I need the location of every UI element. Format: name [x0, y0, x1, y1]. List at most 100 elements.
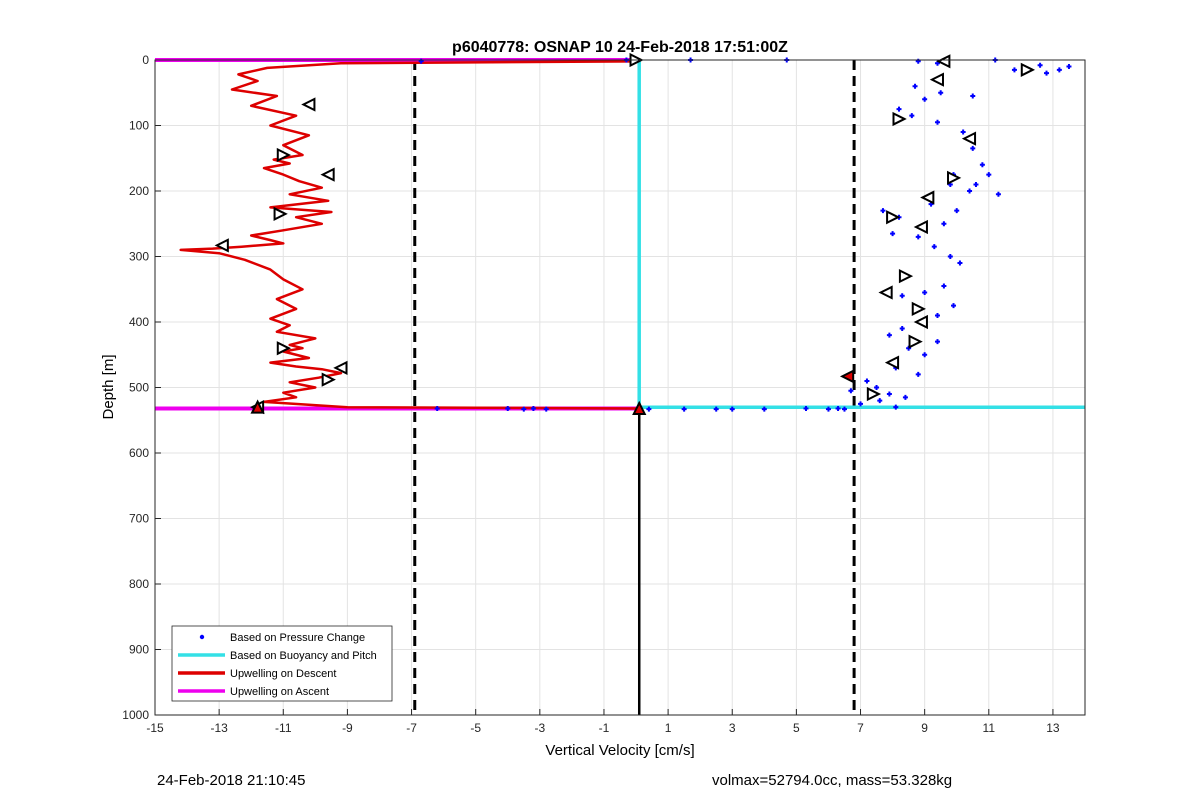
- red-marker: [250, 399, 265, 414]
- x-tick-label: 11: [983, 721, 996, 735]
- pressure-change-point: [938, 90, 944, 96]
- descent-marker: [273, 206, 288, 222]
- y-tick-label: 700: [129, 512, 149, 526]
- pressure-change-point: [970, 93, 976, 99]
- ascent-marker: [878, 285, 893, 300]
- y-tick-label: 200: [129, 184, 149, 198]
- ascent-marker: [929, 72, 944, 87]
- descent-marker: [321, 372, 336, 387]
- pressure-change-point: [530, 405, 536, 411]
- y-tick-label: 0: [142, 53, 149, 67]
- pressure-change-point: [941, 221, 947, 227]
- footer-volmax-mass: volmax=52794.0cc, mass=53.328kg: [712, 772, 953, 789]
- pressure-change-point: [960, 129, 966, 135]
- pressure-change-point: [896, 106, 902, 112]
- pressure-change-point: [954, 208, 960, 214]
- legend: Based on Pressure Change Based on Buoyanc…: [171, 625, 393, 702]
- pressure-change-point: [902, 394, 908, 400]
- x-tick-label: 1: [665, 721, 672, 735]
- pressure-change-point: [973, 181, 979, 187]
- x-tick-label: -7: [406, 721, 417, 735]
- ascent-marker: [898, 269, 914, 284]
- x-tick-label: -9: [342, 721, 353, 735]
- y-tick-label: 500: [129, 381, 149, 395]
- pressure-change-point: [877, 398, 883, 404]
- ascent-marker: [908, 334, 923, 349]
- pressure-change-point: [979, 162, 985, 168]
- ascent-marker: [911, 301, 926, 317]
- pressure-change-point: [986, 172, 992, 178]
- ascent-marker: [892, 111, 907, 127]
- red-marker: [632, 400, 647, 415]
- x-tick-label: 5: [793, 721, 800, 735]
- x-tick-label: -3: [534, 721, 545, 735]
- y-tick-label: 600: [129, 446, 149, 460]
- pressure-change-point: [825, 406, 831, 412]
- x-tick-label: -1: [599, 721, 610, 735]
- pressure-change-point: [874, 385, 880, 390]
- pressure-change-point: [803, 405, 809, 411]
- ascent-marker: [1020, 62, 1036, 77]
- y-tick-label: 1000: [122, 708, 149, 722]
- marker-layer: [214, 52, 1036, 415]
- pressure-change-point: [941, 283, 947, 289]
- x-tick-label: 3: [729, 721, 736, 735]
- pressure-change-point: [681, 406, 687, 412]
- grid: [154, 59, 1085, 716]
- pressure-change-point: [858, 401, 864, 407]
- pressure-change-point: [934, 312, 940, 318]
- x-axis-label: Vertical Velocity [cm/s]: [545, 742, 694, 759]
- axis-ticks: -15 -13 -11 -9 -7 -5 -3 -1 1 3 5 7 9 11 13010020030040…: [122, 53, 1060, 735]
- pressure-change-point: [922, 352, 928, 358]
- y-tick-label: 100: [129, 119, 149, 133]
- x-tick-label: -13: [210, 721, 228, 735]
- pressure-change-point: [890, 231, 896, 237]
- descent-marker: [301, 97, 316, 112]
- pressure-change-point: [848, 388, 854, 394]
- pressure-change-point: [947, 254, 953, 259]
- reference-lines: [413, 60, 856, 715]
- series-buoyancy-pitch: [637, 61, 1085, 409]
- series-upwelling-descent: [179, 60, 640, 410]
- descent-marker: [333, 360, 348, 375]
- y-tick-label: 900: [129, 643, 149, 657]
- y-axis-label: Depth [m]: [100, 354, 117, 419]
- series-layer: [155, 57, 1085, 412]
- x-tick-label: 9: [921, 721, 928, 735]
- y-tick-label: 300: [129, 250, 149, 264]
- pressure-change-point: [880, 208, 886, 214]
- pressure-change-point: [909, 113, 915, 119]
- pressure-change-point: [1044, 70, 1050, 76]
- pressure-change-point: [1037, 62, 1043, 68]
- ascent-marker: [866, 386, 882, 402]
- pressure-change-point: [951, 303, 957, 309]
- pressure-change-point: [1066, 64, 1072, 70]
- ascent-marker: [886, 210, 901, 225]
- x-tick-label: -5: [470, 721, 481, 735]
- ascent-marker: [947, 170, 962, 186]
- y-tick-label: 400: [129, 315, 149, 329]
- x-tick-label: -11: [275, 721, 292, 735]
- pressure-change-point: [434, 405, 440, 411]
- pressure-change-point: [934, 119, 940, 125]
- pressure-change-point: [521, 406, 527, 412]
- pressure-change-point: [505, 405, 511, 411]
- pressure-change-point: [729, 406, 735, 412]
- descent-marker: [276, 341, 292, 356]
- footer-timestamp: 24-Feb-2018 21:10:45: [157, 772, 306, 789]
- pressure-change-point: [893, 404, 899, 410]
- pressure-change-point: [899, 293, 905, 299]
- legend-symbol: [199, 634, 205, 640]
- ascent-marker: [884, 355, 900, 370]
- pressure-change-point: [1011, 67, 1017, 73]
- y-tick-label: 800: [129, 577, 149, 591]
- pressure-change-point: [931, 244, 937, 250]
- ascent-marker: [936, 54, 951, 69]
- legend-label: Based on Pressure Change: [230, 632, 365, 644]
- pressure-change-point: [967, 188, 973, 194]
- x-tick-label: -15: [146, 721, 164, 735]
- legend-label: Upwelling on Descent: [230, 668, 336, 680]
- pressure-change-point: [713, 406, 719, 412]
- pressure-change-point: [995, 191, 1001, 197]
- pressure-change-point: [761, 406, 767, 412]
